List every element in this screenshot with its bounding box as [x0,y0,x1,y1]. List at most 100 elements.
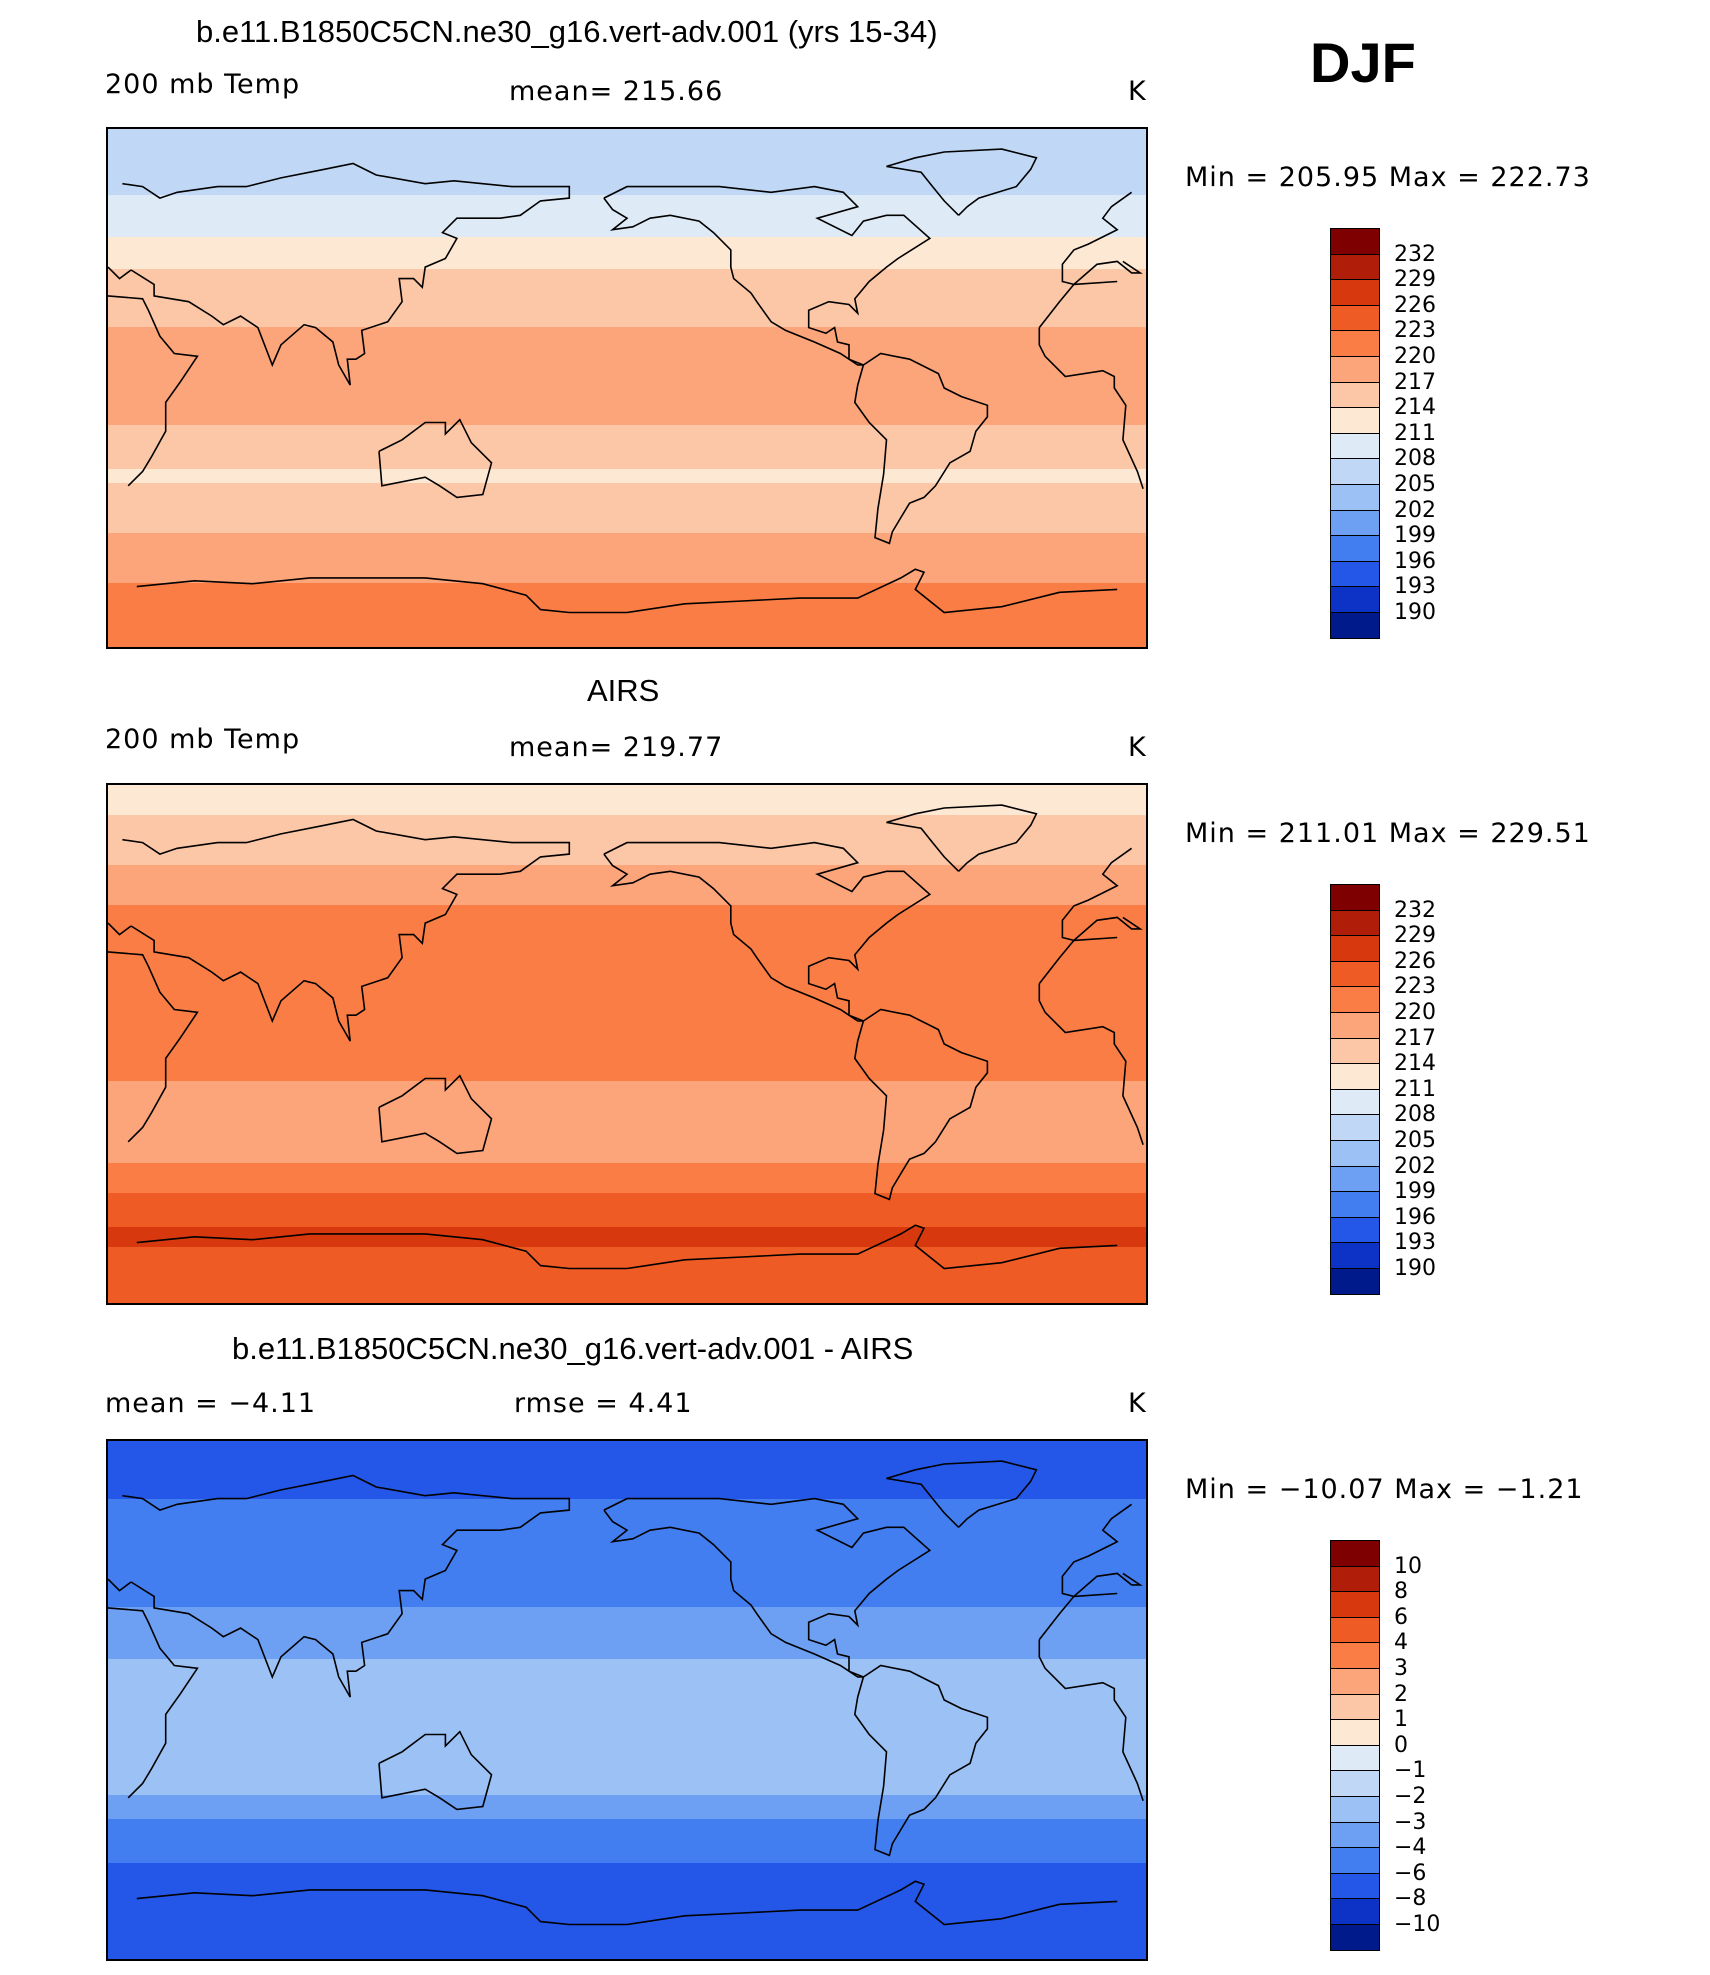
colorbar-box [1330,484,1380,511]
colorbar-box [1330,1165,1380,1193]
coastline [108,1592,1144,1801]
contour-band [108,327,1146,426]
contour-band [108,583,1146,647]
colorbar-tick-label: 3 [1394,1656,1408,1681]
colorbar-tick-label: 223 [1394,974,1436,1000]
panel2-minmax: Min = 211.01 Max = 229.51 [1185,818,1591,849]
panel2-center-label: mean= 219.77 [509,732,724,763]
contour-band [108,1247,1146,1303]
colorbar-box [1330,884,1380,911]
colorbar-tick-label: −4 [1394,1835,1427,1861]
coastline [136,1224,1118,1270]
colorbar-tick-label: 232 [1394,241,1436,267]
panel1-map [106,127,1148,649]
colorbar-tick-label: 229 [1394,923,1436,949]
colorbar-box [1330,330,1380,357]
colorbar-tick-label: −10 [1394,1912,1441,1937]
colorbar-box [1330,253,1380,281]
contour-band [108,425,1146,470]
colorbar-box [1330,1140,1380,1167]
coastline [378,1074,493,1155]
colorbar-tick-label: −8 [1394,1886,1427,1912]
colorbar-tick-label: −2 [1394,1784,1427,1809]
coastline [603,185,932,366]
colorbar-box [1330,535,1380,562]
season-label: DJF [1310,31,1416,94]
colorbar-box [1330,586,1380,613]
colorbar-tick-label: 226 [1394,292,1436,318]
colorbar-tick-label: 226 [1394,948,1436,974]
colorbar-tick-label: 217 [1394,1025,1436,1051]
colorbar-box [1330,1796,1380,1823]
coastline [136,568,1118,614]
colorbar-box [1330,1114,1380,1141]
colorbar-tick-label: 208 [1394,1102,1436,1128]
colorbar-box [1330,1088,1380,1116]
panel3-units: K [1128,1388,1147,1419]
colorbar-tick-label: 211 [1394,1076,1436,1102]
colorbar-box [1330,1616,1380,1644]
colorbar-tick-label: −3 [1394,1809,1427,1835]
colorbar-box [1330,612,1380,639]
contour-band [108,1081,1146,1164]
colorbar-tick-label: 202 [1394,497,1436,523]
colorbar-box [1330,1898,1380,1925]
contour-band [108,1659,1146,1796]
colorbar-box [1330,1191,1380,1218]
colorbar-box [1330,909,1380,937]
colorbar-tick-label: 220 [1394,344,1436,369]
panel2-map [106,783,1148,1305]
contour-band [108,815,1146,866]
colorbar-box [1330,1063,1380,1090]
coastline [886,148,1038,216]
coastline [378,418,493,499]
panel2-map-svg [108,785,1146,1303]
colorbar-tick-label: 223 [1394,318,1436,344]
colorbar-tick-label: 217 [1394,369,1436,395]
colorbar-tick-label: 190 [1394,1256,1436,1281]
coastline [853,352,989,545]
panel1-map-svg [108,129,1146,647]
colorbar-tick-label: 229 [1394,267,1436,293]
colorbar-tick-label: 214 [1394,395,1436,421]
colorbar-box [1330,356,1380,383]
colorbar-box [1330,960,1380,988]
contour-band [108,1193,1146,1228]
contour-band [108,1607,1146,1660]
panel3-map-svg [108,1441,1146,1959]
panel1-colorbar: 232 229 226 223 220 217 214 211 208 205 202 199 196 1… [1330,228,1436,639]
panel2-left-label: 200 mb Temp [105,724,301,755]
coastline [603,841,932,1022]
colorbar-box [1330,1821,1380,1849]
colorbar-tick-label: 208 [1394,446,1436,472]
panel1-minmax: Min = 205.95 Max = 222.73 [1185,162,1591,193]
panel3-map [106,1439,1148,1961]
panel2-colorbar: 232 229 226 223 220 217 214 211 208 205 202 199 196 1… [1330,884,1436,1295]
colorbar-tick-label: 193 [1394,574,1436,600]
coastline [108,936,1144,1145]
colorbar-box [1330,935,1380,962]
panel3-left-label: mean = −4.11 [105,1388,317,1419]
colorbar-tick-label: 196 [1394,1204,1436,1230]
coastline [853,1664,989,1857]
colorbar-box [1330,1037,1380,1065]
coastline [108,818,1143,1042]
colorbar-tick-label: 220 [1394,1000,1436,1025]
colorbar-box [1330,1668,1380,1695]
colorbar-tick-label: −6 [1394,1860,1427,1886]
panel3-title: b.e11.B1850C5CN.ne30_g16.vert-adv.001 - … [232,1331,914,1366]
panel3-center-label: rmse = 4.41 [514,1388,693,1419]
colorbar-box [1330,432,1380,460]
colorbar-tick-label: 6 [1394,1604,1408,1630]
contour-band [108,1819,1146,1864]
coastline [108,1474,1143,1698]
colorbar-tick-label: 205 [1394,1128,1436,1153]
contour-band [108,1795,1146,1820]
coastline [886,1460,1038,1528]
contour-band [108,269,1146,328]
colorbar-box [1330,1242,1380,1269]
coastline [378,1730,493,1811]
panel1-left-label: 200 mb Temp [105,69,301,100]
colorbar-tick-label: 8 [1394,1579,1408,1605]
contour-band [108,195,1146,238]
